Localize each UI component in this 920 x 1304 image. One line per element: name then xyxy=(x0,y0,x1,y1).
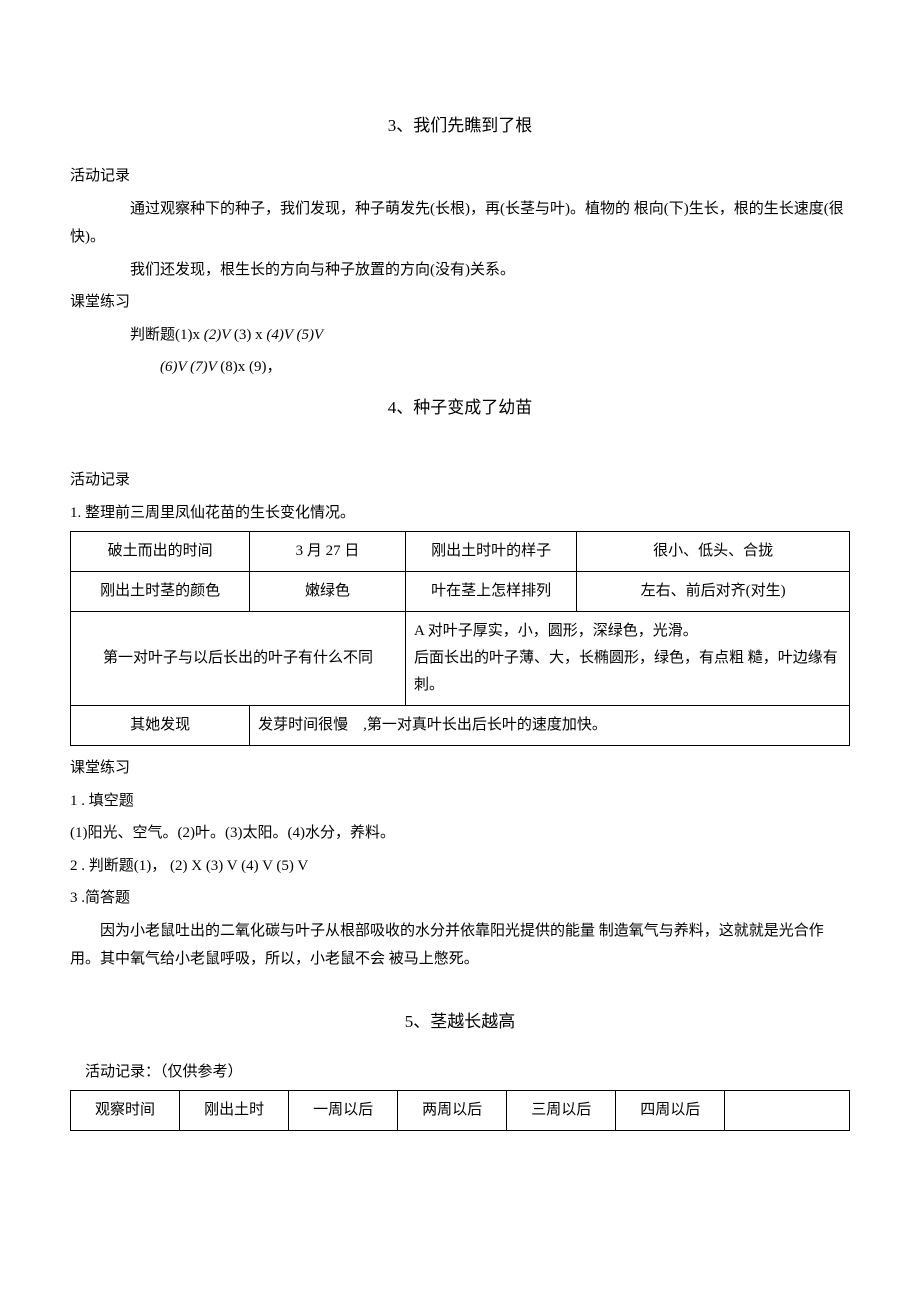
cell-r3c2: A 对叶子厚实，小，圆形，深绿色，光滑。 后面长出的叶子薄、大，长椭圆形，绿色，… xyxy=(405,612,849,706)
cell-r1c1: 破土而出的时间 xyxy=(71,532,250,572)
cell-r2c1: 刚出土时茎的颜色 xyxy=(71,572,250,612)
th7 xyxy=(725,1091,850,1131)
th6: 四周以后 xyxy=(616,1091,725,1131)
activity-record-label-4: 活动记录 xyxy=(70,466,850,495)
table-row: 刚出土时茎的颜色 嫩绿色 叶在茎上怎样排列 左右、前后对齐(对生) xyxy=(71,572,850,612)
activity-record-label: 活动记录 xyxy=(70,162,850,191)
cell-r2c2: 嫩绿色 xyxy=(250,572,406,612)
sec3-judge-line1: 判断题(1)x (2)V (3) x (4)V (5)V xyxy=(70,321,850,350)
cell-r2c4: 左右、前后对齐(对生) xyxy=(577,572,850,612)
sec3-paragraph-2: 我们还发现，根生长的方向与种子放置的方向(没有)关系。 xyxy=(70,256,850,285)
j2b: (8)x (9)， xyxy=(220,359,281,375)
sec3-judge-line2: (6)V (7)V (8)x (9)， xyxy=(70,353,850,382)
fill-answers: (1)阳光、空气。(2)叶。(3)太阳。(4)水分，养料。 xyxy=(70,819,850,848)
table-row: 破土而出的时间 3 月 27 日 刚出土时叶的样子 很小、低头、合拢 xyxy=(71,532,850,572)
growth-table: 破土而出的时间 3 月 27 日 刚出土时叶的样子 很小、低头、合拢 刚出土时茎… xyxy=(70,531,850,746)
j1e: V (5)V xyxy=(284,327,323,343)
practice-label-4: 课堂练习 xyxy=(70,754,850,783)
section-5-title: 5、茎越长越高 xyxy=(70,1006,850,1038)
table-row: 第一对叶子与以后长出的叶子有什么不同 A 对叶子厚实，小，圆形，深绿色，光滑。 … xyxy=(71,612,850,706)
fill-label: 1 . 填空题 xyxy=(70,787,850,816)
th3: 一周以后 xyxy=(289,1091,398,1131)
stem-growth-table: 观察时间 刚出土时 一周以后 两周以后 三周以后 四周以后 xyxy=(70,1090,850,1131)
sec3-paragraph-1: 通过观察种下的种子，我们发现，种子萌发先(长根)，再(长茎与叶)。植物的 根向(… xyxy=(70,195,850,252)
cell-r2c3: 叶在茎上怎样排列 xyxy=(405,572,576,612)
cell-r4c2: 发芽时间很慢 ,第一对真叶长出后长叶的速度加快。 xyxy=(250,706,850,746)
activity-record-label-5: 活动记录：（仅供参考） xyxy=(70,1058,850,1087)
practice-label: 课堂练习 xyxy=(70,288,850,317)
j1b: (2)V xyxy=(204,327,234,343)
cell-r1c2: 3 月 27 日 xyxy=(250,532,406,572)
sec4-table-caption: 1. 整理前三周里凤仙花苗的生长变化情况。 xyxy=(70,499,850,528)
j2a: (6)V (7)V xyxy=(160,359,220,375)
cell-r1c3: 刚出土时叶的样子 xyxy=(405,532,576,572)
j1a: (1)x xyxy=(175,327,204,343)
short-label: 3 .简答题 xyxy=(70,884,850,913)
j1d: (4) xyxy=(266,327,284,343)
short-answer: 因为小老鼠吐出的二氧化碳与叶子从根部吸收的水分并依靠阳光提供的能量 制造氧气与养… xyxy=(70,917,850,974)
cell-r1c4: 很小、低头、合拢 xyxy=(577,532,850,572)
th4: 两周以后 xyxy=(398,1091,507,1131)
th2: 刚出土时 xyxy=(180,1091,289,1131)
j1c: (3) x xyxy=(234,327,267,343)
cell-r4c1: 其她发现 xyxy=(71,706,250,746)
section-4-title: 4、种子变成了幼苗 xyxy=(70,392,850,424)
judge-prefix: 判断题 xyxy=(130,327,175,343)
judge-label-4: 2 . 判断题(1)， (2) X (3) V (4) V (5) V xyxy=(70,852,850,881)
cell-r3c1: 第一对叶子与以后长出的叶子有什么不同 xyxy=(71,612,406,706)
table-row: 其她发现 发芽时间很慢 ,第一对真叶长出后长叶的速度加快。 xyxy=(71,706,850,746)
th1: 观察时间 xyxy=(71,1091,180,1131)
section-3-title: 3、我们先瞧到了根 xyxy=(70,110,850,142)
th5: 三周以后 xyxy=(507,1091,616,1131)
table-row: 观察时间 刚出土时 一周以后 两周以后 三周以后 四周以后 xyxy=(71,1091,850,1131)
